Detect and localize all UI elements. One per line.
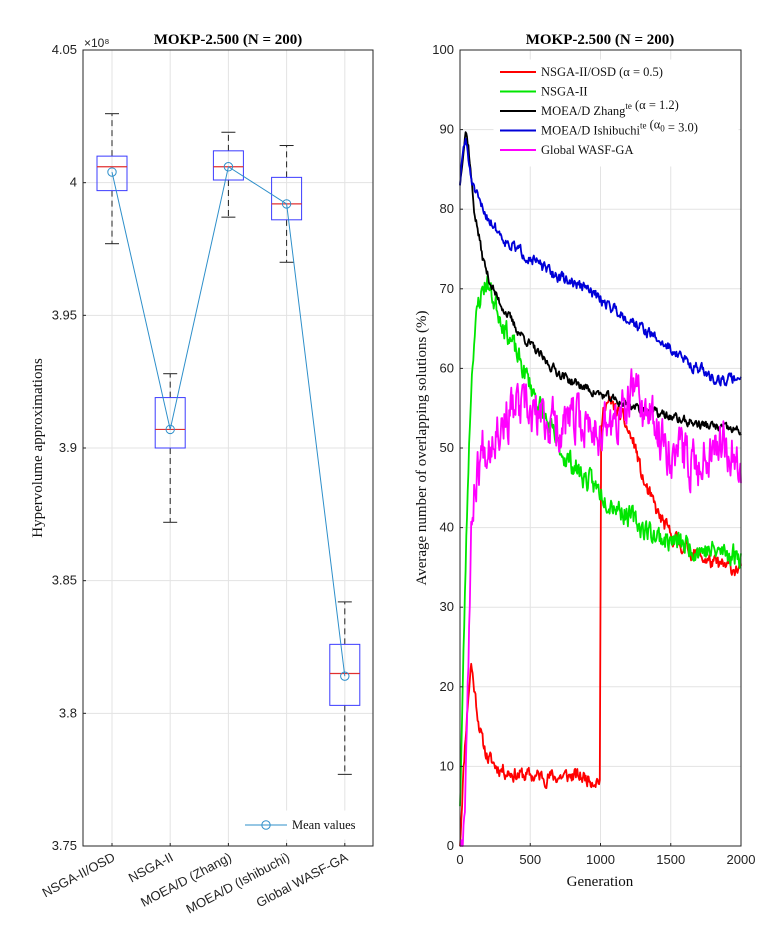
mean-value-marker — [223, 162, 234, 172]
legend-entry-label-part: MOEA/D Ishibuchi — [541, 124, 640, 138]
series-line-global-wasf-ga — [459, 368, 742, 847]
boxplot-legend: Mean values — [238, 810, 370, 840]
line-chart-y-tick-label: 10 — [440, 758, 454, 773]
boxplot-box — [96, 155, 128, 192]
mean-value-marker — [281, 199, 292, 209]
line-chart-y-tick-label: 80 — [440, 201, 454, 216]
boxplot-y-axis-label: Hypervolume approximations — [30, 358, 46, 538]
line-chart-y-tick-label: 50 — [440, 440, 454, 455]
legend-entry-label-part: 0 — [660, 124, 665, 134]
line-chart-title: MOKP-2.500 (N = 200) — [526, 32, 675, 48]
mean-value-markers — [107, 162, 350, 681]
boxplot-title: MOKP-2.500 (N = 200) — [154, 32, 303, 48]
line-chart-y-tick-label: 30 — [440, 599, 454, 614]
line-chart-x-tick-label: 0 — [456, 852, 463, 867]
series-line-nsga-ii — [459, 274, 742, 807]
legend-entry-label-part: NSGA-II — [541, 85, 588, 99]
legend-entry-label: NSGA-II/OSD (α = 0.5) — [541, 65, 663, 79]
line-chart-y-tick-label: 90 — [440, 122, 454, 137]
legend-entry-label-part: MOEA/D Zhang — [541, 104, 626, 118]
boxplot-box-group — [96, 113, 128, 245]
legend-entry-label-part: Global WASF-GA — [541, 143, 633, 157]
legend-entry-label-part: te — [640, 121, 647, 131]
legend-entry-label-part: = 3.0) — [665, 121, 698, 135]
line-chart-y-axis-label: Average number of overlapping solutions … — [414, 310, 430, 585]
legend-entry-label-part: te — [625, 101, 632, 111]
mean-values-line — [111, 165, 346, 677]
boxplot-y-tick-label: 3.85 — [52, 573, 77, 588]
boxplot-y-tick-label: 4 — [70, 175, 77, 190]
mean-value-marker — [340, 671, 350, 681]
line-chart-legend-box — [493, 59, 739, 167]
line-chart-x-tick-label: 500 — [519, 852, 541, 867]
mean-value-marker — [107, 167, 117, 177]
series-line-moea-d-ishibuchi-te-3-0- — [459, 137, 742, 387]
line-chart-series — [459, 131, 742, 847]
boxplot-box — [271, 176, 303, 221]
boxplot-box — [154, 397, 186, 449]
legend-entry-label-part: (α = 1.2) — [632, 98, 679, 112]
legend-entry-label: NSGA-II — [541, 85, 588, 99]
boxplot-y-tick-label: 3.8 — [59, 705, 77, 720]
line-chart-x-tick-label: 2000 — [727, 852, 756, 867]
legend-mean-marker-sample — [261, 820, 271, 830]
legend-entry-label: Global WASF-GA — [541, 143, 633, 157]
boxplot-y-tick-label: 4.05 — [52, 42, 77, 57]
boxplot-y-tick-label: 3.95 — [52, 307, 77, 322]
legend-entry-label: MOEA/D Zhangte (α = 1.2) — [541, 98, 679, 118]
line-chart-x-ticks: 0 500 1000 1500 2000 — [456, 843, 755, 867]
boxplot-y-tick-label: 3.75 — [52, 838, 77, 853]
boxplot-box — [212, 150, 244, 181]
line-chart-y-tick-label: 20 — [440, 679, 454, 694]
line-chart-y-tick-label: 70 — [440, 281, 454, 296]
legend-mean-values: Mean values — [292, 818, 356, 832]
line-chart-y-ticks: 0 10 20 30 40 50 60 70 80 90 100 — [432, 42, 463, 853]
line-chart-x-axis-label: Generation — [567, 874, 634, 890]
series-line-nsga-ii-osd-0-5- — [459, 395, 742, 847]
boxplot-y-ticks: 3.75 3.8 3.85 3.9 3.95 4 4.05 — [52, 42, 86, 853]
boxplot-y-tick-label: 3.9 — [59, 440, 77, 455]
legend-entry-label-part: NSGA-II/OSD (α = 0.5) — [541, 65, 663, 79]
legend-entry-label: MOEA/D Ishibuchite (α0 = 3.0) — [541, 118, 698, 138]
line-chart-y-tick-label: 60 — [440, 360, 454, 375]
boxplot-grid — [83, 49, 373, 847]
boxplot-box-group — [271, 145, 303, 263]
series-line-moea-d-zhang-te-1-2- — [459, 131, 742, 436]
boxplot-boxes — [96, 113, 361, 775]
legend-entry-label-part: (α — [646, 118, 660, 132]
line-chart-y-tick-label: 0 — [447, 838, 454, 853]
boxplot-box — [329, 643, 361, 706]
line-chart-y-tick-label: 100 — [432, 42, 454, 57]
line-chart-x-tick-label: 1500 — [656, 852, 685, 867]
mean-value-marker — [165, 424, 175, 435]
line-chart-y-tick-label: 40 — [440, 520, 454, 535]
y-exponent-label: ×10⁸ — [84, 36, 109, 50]
line-chart-x-tick-label: 1000 — [586, 852, 615, 867]
